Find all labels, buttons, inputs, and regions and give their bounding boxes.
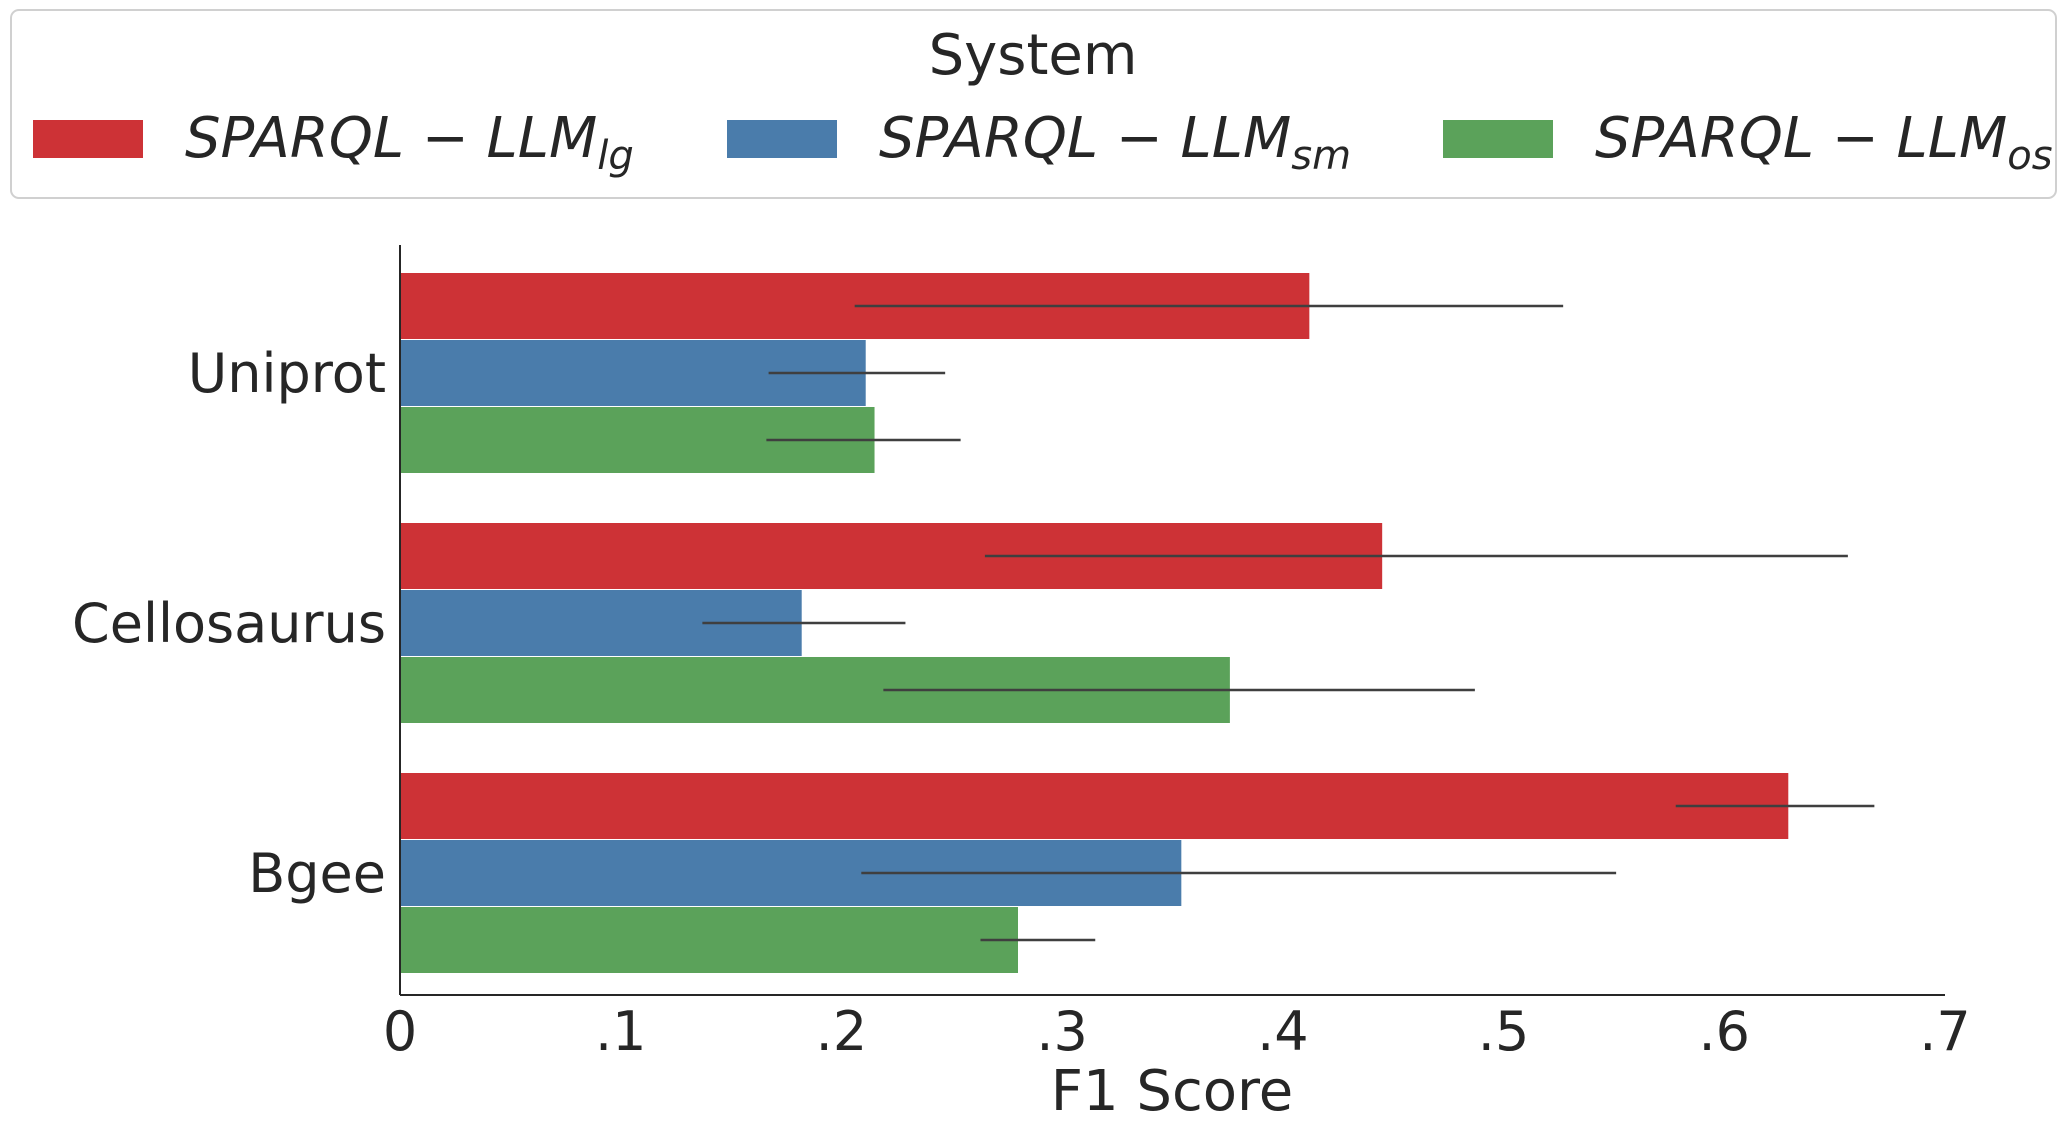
category-label-uniprot: Uniprot <box>188 342 386 405</box>
legend-label-sm: SPARQL − LLMsm <box>879 106 1351 179</box>
bar-bgee-lg <box>401 773 1789 839</box>
legend-label-lg: SPARQL − LLMlg <box>185 106 634 179</box>
category-label-cellosaurus: Cellosaurus <box>72 592 386 655</box>
x-axis-label: F1 Score <box>1051 1059 1293 1124</box>
legend-label-os: SPARQL − LLMos <box>1595 106 2053 179</box>
x-tick-label-0: 0 <box>383 1000 417 1063</box>
legend-swatch-sm <box>727 120 837 158</box>
category-label-bgee: Bgee <box>248 842 386 905</box>
legend-title: System <box>929 23 1138 88</box>
legend-swatch-os <box>1443 120 1553 158</box>
x-tick-label-2: .2 <box>816 1000 868 1063</box>
x-tick-label-3: .3 <box>1036 1000 1088 1063</box>
bar-bgee-os <box>401 907 1018 973</box>
x-tick-label-1: .1 <box>595 1000 647 1063</box>
x-tick-label-5: .5 <box>1478 1000 1530 1063</box>
plot-area: Uniprot Cellosaurus Bgee 0 .1 .2 .3 .4 .5 .6 .7 <box>72 245 1971 1063</box>
legend: System SPARQL − LLMlg SPARQL − LLMsm SPA… <box>10 9 2057 199</box>
x-tick-label-6: .6 <box>1699 1000 1751 1063</box>
x-tick-label-4: .4 <box>1257 1000 1309 1063</box>
x-tick-label-7: .7 <box>1919 1000 1971 1063</box>
legend-swatch-lg <box>33 120 143 158</box>
